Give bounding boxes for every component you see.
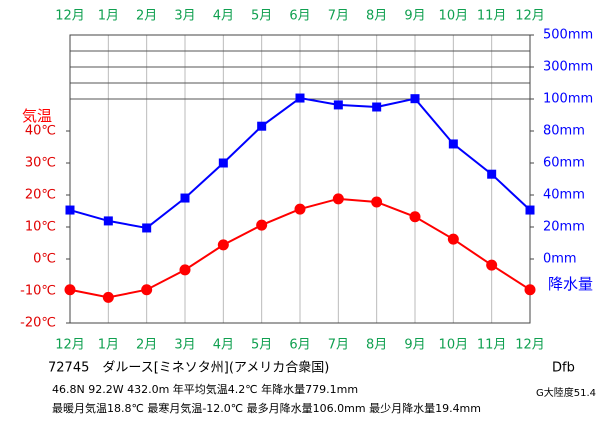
y2-tick-label: 80mm — [543, 124, 585, 139]
info-line: 最暖月気温18.8℃ 最寒月気温-12.0℃ 最多月降水量106.0mm 最少月… — [52, 401, 481, 415]
x-tick-label: 7月 — [328, 9, 349, 24]
point — [179, 264, 191, 276]
point — [103, 216, 113, 226]
axis-label: 降水量 — [548, 275, 593, 293]
point — [64, 284, 76, 296]
x-tick-label: 5月 — [251, 338, 272, 353]
x-tick-label: 11月 — [477, 9, 507, 24]
y2-tick-label: 60mm — [543, 156, 585, 171]
axis-label: 気温 — [22, 107, 52, 125]
x-tick-label: 12月 — [515, 9, 545, 24]
point — [524, 284, 536, 296]
x-tick-label: 1月 — [98, 9, 119, 24]
point — [142, 223, 152, 233]
x-tick-label: 3月 — [174, 9, 195, 24]
x-tick-label: 7月 — [328, 338, 349, 353]
x-tick-label: 3月 — [174, 338, 195, 353]
point — [333, 100, 343, 110]
x-tick-label: 12月 — [55, 9, 85, 24]
y-tick-label: 10℃ — [25, 220, 56, 235]
y-tick-label: -20℃ — [20, 316, 56, 331]
point — [525, 205, 535, 215]
x-tick-label: 6月 — [289, 338, 310, 353]
y-tick-label: 0℃ — [33, 252, 56, 267]
x-tick-label: 6月 — [289, 9, 310, 24]
y2-tick-label: 0mm — [543, 252, 577, 267]
point — [294, 203, 306, 215]
x-tick-label: 4月 — [213, 9, 234, 24]
x-tick-label: 8月 — [366, 338, 387, 353]
y-tick-label: 30℃ — [25, 156, 56, 171]
x-tick-label: 11月 — [477, 338, 507, 353]
x-tick-label: 2月 — [136, 338, 157, 353]
y2-tick-label: 20mm — [543, 220, 585, 235]
point — [372, 102, 382, 112]
point — [448, 139, 458, 149]
point — [371, 196, 383, 208]
point — [218, 158, 228, 168]
point — [295, 93, 305, 103]
point — [102, 291, 114, 303]
point — [410, 94, 420, 104]
plot-frame — [69, 34, 531, 324]
x-tick-label: 5月 — [251, 9, 272, 24]
point — [141, 284, 153, 296]
y2-tick-label: 500mm — [543, 28, 593, 43]
point — [332, 193, 344, 205]
y-tick-label: -10℃ — [20, 284, 56, 299]
x-tick-label: 10月 — [439, 338, 469, 353]
y2-tick-label: 300mm — [543, 60, 593, 75]
x-tick-label: 12月 — [515, 338, 545, 353]
point — [447, 233, 459, 245]
x-tick-label: 10月 — [439, 9, 469, 24]
x-tick-label: 9月 — [404, 338, 425, 353]
x-tick-label: 8月 — [366, 9, 387, 24]
x-tick-label: 12月 — [55, 338, 85, 353]
y-tick-label: 40℃ — [25, 124, 56, 139]
info-line: 46.8N 92.2W 432.0m 年平均気温4.2℃ 年降水量779.1mm — [52, 382, 358, 396]
point — [217, 239, 229, 251]
y2-tick-label: 40mm — [543, 188, 585, 203]
climate-class: Dfb — [552, 361, 575, 376]
y-tick-label: 20℃ — [25, 188, 56, 203]
x-tick-label: 1月 — [98, 338, 119, 353]
point — [180, 193, 190, 203]
x-tick-label: 2月 — [136, 9, 157, 24]
point — [65, 205, 75, 215]
station: 72745 ダルース[ミネソタ州](アメリカ合衆国) — [48, 360, 329, 376]
point — [409, 211, 421, 223]
point — [256, 219, 268, 231]
x-tick-label: 4月 — [213, 338, 234, 353]
y2-tick-label: 100mm — [543, 92, 593, 107]
point — [486, 259, 498, 271]
point — [487, 169, 497, 179]
point — [257, 121, 267, 131]
continentality: G大陸度51.4 — [536, 386, 596, 399]
x-tick-label: 9月 — [404, 9, 425, 24]
